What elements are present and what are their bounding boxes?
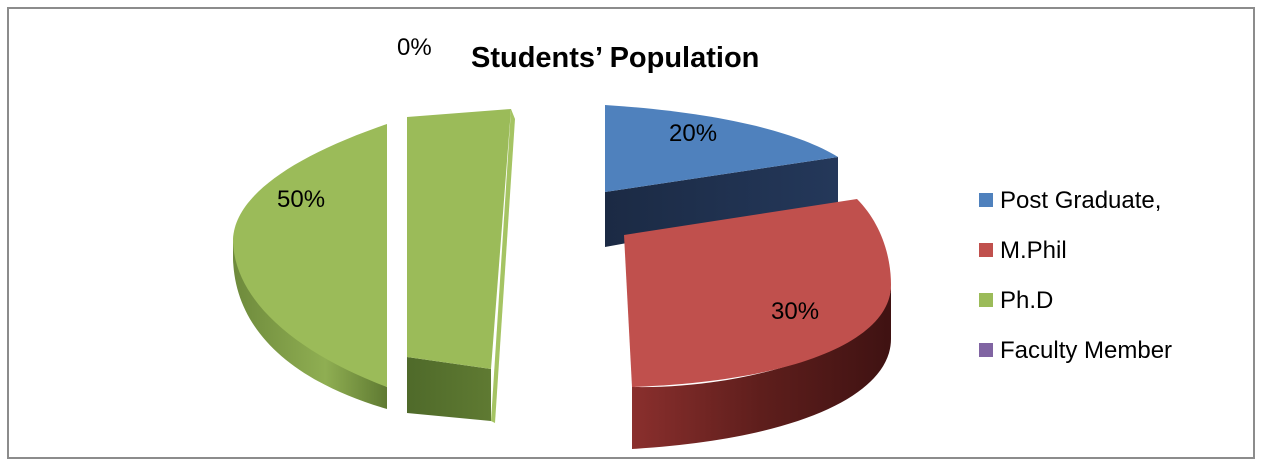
legend-swatch-post-graduate	[979, 193, 993, 207]
data-label-post-graduate: 20%	[669, 120, 717, 147]
legend-label-faculty-member: Faculty Member	[1000, 337, 1172, 364]
legend-swatch-m-phil	[979, 243, 993, 257]
slice-side-ph-d-2	[233, 235, 387, 409]
legend: Post Graduate, M.Phil Ph.D Faculty Membe…	[979, 187, 1172, 364]
data-label-faculty-member: 0%	[397, 34, 432, 61]
slice-top-m-phil	[624, 199, 891, 387]
slice-top-post-graduate	[605, 105, 838, 192]
legend-label-post-graduate: Post Graduate,	[1000, 187, 1161, 214]
slice-top-ph-d	[233, 124, 387, 387]
data-label-m-phil: 30%	[771, 298, 819, 325]
slice-inner-ph-d	[407, 357, 491, 421]
slice-top-ph-d-2	[407, 109, 511, 369]
data-label-ph-d: 50%	[277, 186, 325, 213]
pie-chart: Students’ Population 20% 30% 50% 0% Post…	[233, 34, 1172, 449]
chart-frame: Students’ Population 20% 30% 50% 0% Post…	[7, 7, 1255, 459]
legend-swatch-ph-d	[979, 293, 993, 307]
legend-label-ph-d: Ph.D	[1000, 287, 1053, 314]
chart-title: Students’ Population	[471, 42, 759, 74]
legend-label-m-phil: M.Phil	[1000, 237, 1067, 264]
slice-side-m-phil	[632, 285, 891, 449]
legend-swatch-faculty-member	[979, 343, 993, 357]
slice-edge-ph-d	[491, 109, 515, 423]
slice-side-post-graduate	[605, 157, 838, 247]
